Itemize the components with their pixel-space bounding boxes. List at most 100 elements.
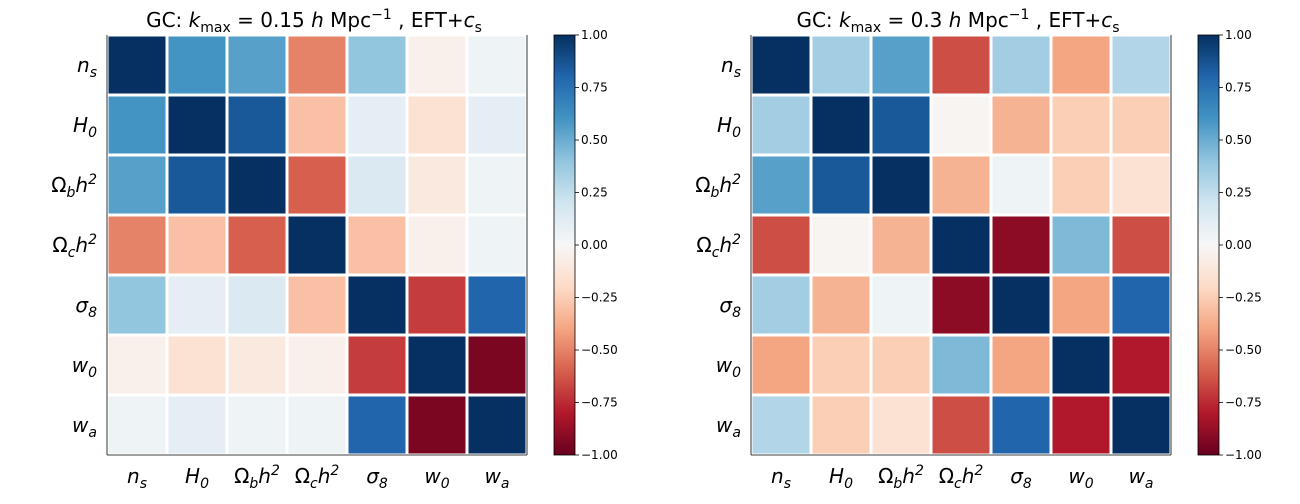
colorbar-tick-label: −0.25 [1225,291,1262,305]
y-tick-label: σ8 [75,293,97,321]
heatmap-cell [288,216,346,274]
heatmap-cell [992,156,1050,214]
heatmap-cell [1052,216,1110,274]
heatmap-cell [168,36,226,94]
chart-title-1: GC: kmax = 0.15 h Mpc−1 , EFT+cs [146,7,482,36]
colorbar-tick-label: 0.75 [1225,81,1252,95]
x-tick-label: wa [485,464,510,492]
heatmap-cell [1112,276,1170,334]
heatmap-panel-2: GC: kmax = 0.3 h Mpc−1 , EFT+cs ns H0 Ωbh2… [695,7,1262,492]
x-tick-label: Ωbh2 [878,463,924,492]
heatmap-cell [872,36,930,94]
heatmap-cell [992,36,1050,94]
colorbar-tick-label: −0.75 [581,396,618,410]
heatmap-cell [408,336,466,394]
x-tick-label: H0 [185,464,209,492]
heatmap-cell [408,216,466,274]
heatmap-cell [348,156,406,214]
heatmap-cell [872,96,930,154]
colorbar-tick-label: 0.25 [1225,186,1252,200]
heatmap-cell [408,96,466,154]
colorbar-tick-label: 1.00 [1225,28,1252,42]
heatmap-cell [108,156,166,214]
heatmap-cell [1052,276,1110,334]
y-tick-label: Ωbh2 [695,172,741,201]
heatmap-cell [1112,216,1170,274]
y-tick-label: wa [716,413,741,441]
colorbar-2: 1.00 0.75 0.50 0.25 0.00 −0.25 −0.50 −0.75 −1.00 [1197,28,1262,462]
heatmap-cell [108,36,166,94]
heatmap-cell [872,336,930,394]
x-tick-label: Ωbh2 [234,463,280,492]
heatmap-cell [288,276,346,334]
heatmap-cell [228,276,286,334]
heatmap-cell [1112,96,1170,154]
heatmap-cell [168,96,226,154]
y-tick-label: ns [77,53,97,81]
heatmap-cell [168,336,226,394]
chart-title-2: GC: kmax = 0.3 h Mpc−1 , EFT+cs [796,7,1119,36]
heatmap-cell [932,396,990,454]
heatmap-cell [992,96,1050,154]
heatmap-cell [108,96,166,154]
heatmap-cell [468,216,526,274]
y-tick-label: σ8 [719,293,741,321]
colorbar-tick-label: 0.00 [581,238,608,252]
heatmap-cell [348,276,406,334]
y-tick-label: w0 [72,353,97,381]
colorbar-1: 1.00 0.75 0.50 0.25 0.00 −0.25 −0.50 −0.75 −1.00 [553,28,618,462]
colorbar-tick-label: 0.00 [1225,238,1252,252]
heatmap-cell [992,336,1050,394]
heatmap-cell [1052,36,1110,94]
heatmap-cell [932,216,990,274]
heatmap-cell [168,276,226,334]
x-tick-label: H0 [829,464,853,492]
x-tick-label: Ωch2 [939,463,984,492]
colorbar-tick-label: −1.00 [1225,448,1262,462]
heatmap-cell [752,156,810,214]
heatmap-cell [752,276,810,334]
y-tick-label: wa [72,413,97,441]
x-tick-label: w0 [1068,464,1093,492]
y-tick-label: ns [721,53,741,81]
colorbar-tick-label: −1.00 [581,448,618,462]
heatmap-cell [812,276,870,334]
colorbar-gradient-1 [553,34,576,456]
heatmap-cell [812,336,870,394]
heatmap-cell [348,96,406,154]
x-tick-label: σ8 [366,464,388,492]
heatmap-cell [1052,396,1110,454]
heatmap-cell [468,96,526,154]
heatmap-cell [1052,336,1110,394]
heatmap-cell [288,156,346,214]
heatmap-cell [468,336,526,394]
heatmap-cell [812,96,870,154]
y-tick-label: H0 [717,113,741,141]
heatmap-cell [228,396,286,454]
heatmap-cell [108,396,166,454]
heatmap-cell [752,36,810,94]
x-tick-label: Ωch2 [295,463,340,492]
heatmap-cell [468,396,526,454]
heatmap-cell [228,216,286,274]
heatmap-cell [932,336,990,394]
heatmap-cell [408,396,466,454]
heatmap-cells-1 [106,35,528,456]
y-tick-label: Ωch2 [696,232,741,261]
heatmap-panel-1: GC: kmax = 0.15 h Mpc−1 , EFT+cs ns H0 Ωbh… [51,7,618,492]
heatmap-cell [408,156,466,214]
heatmap-cells-2 [750,35,1172,456]
heatmap-cell [288,396,346,454]
heatmap-cell [932,96,990,154]
heatmap-cell [1112,36,1170,94]
heatmap-cell [168,396,226,454]
heatmap-cell [228,156,286,214]
colorbar-tick-label: 1.00 [581,28,608,42]
heatmap-cell [228,36,286,94]
heatmap-cell [872,156,930,214]
colorbar-tick-label: 0.50 [1225,133,1252,147]
x-tick-labels-2: ns H0 Ωbh2 Ωch2 σ8 w0 wa [771,463,1153,492]
heatmap-cell [228,96,286,154]
heatmap-cell [108,216,166,274]
y-tick-labels-2: ns H0 Ωbh2 Ωch2 σ8 w0 wa [695,53,741,441]
